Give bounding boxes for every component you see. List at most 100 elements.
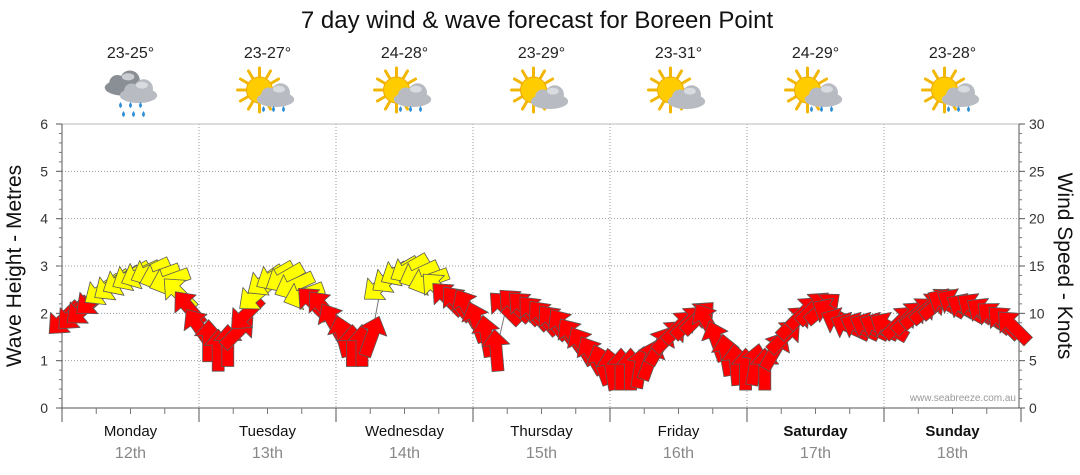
rain-drop [272, 106, 275, 112]
sun-ray [786, 95, 797, 103]
date-label: 12th [115, 445, 146, 462]
sun-ray [676, 69, 683, 80]
sun-ray [375, 77, 386, 85]
right-tick-label: 10 [1029, 305, 1045, 321]
sun-ray [932, 100, 939, 111]
cloud-highlight [409, 85, 422, 93]
sun-ray [932, 69, 939, 80]
day-label: Wednesday [365, 423, 444, 440]
credit-text: www.seabreeze.com.au [909, 393, 1016, 404]
cloud-highlight [272, 85, 285, 93]
rain-drop [409, 106, 412, 112]
rain-drop [282, 106, 285, 112]
rain-drop [399, 106, 402, 112]
rain-drop [119, 102, 122, 108]
day-axis: Monday 12th Tuesday 13th Wednesday 14th Thursd… [61, 407, 1022, 462]
chart-title: 7 day wind & wave forecast for Boreen Po… [301, 7, 774, 34]
sun-ray [247, 69, 254, 80]
temperature-label: 24-28° [381, 45, 428, 62]
date-label: 16th [663, 445, 694, 462]
day-label: Thursday [510, 423, 573, 440]
left-tick-label: 3 [40, 258, 48, 274]
rain-drop [830, 106, 833, 112]
sun-ray [955, 77, 966, 85]
sun-ray [512, 95, 523, 103]
sun-ray [384, 100, 391, 111]
wave-height-axis: 0 1 2 3 4 5 6 [40, 116, 63, 416]
wind-arrows [48, 252, 1033, 392]
sun-cloud-icon [647, 66, 706, 114]
sun-ray [402, 69, 409, 80]
wind-arrow [231, 294, 266, 330]
left-tick-label: 5 [40, 163, 48, 179]
cloud-highlight [957, 85, 970, 93]
day-label: Sunday [925, 423, 980, 440]
sun-cloud-rain-icon [921, 66, 980, 114]
sun-ray [544, 77, 555, 85]
rain-drop [262, 106, 265, 112]
temperature-label: 23-28° [929, 45, 976, 62]
sun-ray [795, 100, 802, 111]
sun-cloud-rain-icon [784, 66, 843, 114]
temperature-label: 23-31° [655, 45, 702, 62]
sun-ray [950, 69, 957, 80]
rain-drop [967, 106, 970, 112]
sun-ray [818, 77, 829, 85]
rain-drop [947, 106, 950, 112]
cloud-highlight [683, 87, 696, 95]
rain-drop [122, 111, 125, 117]
sun-ray [521, 100, 528, 111]
chart-grid [61, 123, 1020, 409]
sun-ray [658, 69, 665, 80]
sun-ray [658, 100, 665, 111]
left-tick-label: 0 [40, 400, 48, 416]
sun-ray [407, 77, 418, 85]
temperature-label: 24-29° [792, 45, 839, 62]
right-tick-label: 20 [1029, 211, 1045, 227]
rain-drop [139, 102, 142, 108]
sun-ray [649, 77, 660, 85]
sun-ray [270, 77, 281, 85]
cloud-highlight [820, 85, 833, 93]
sun-cloud-icon [510, 66, 569, 114]
sun-ray [247, 100, 254, 111]
date-label: 18th [937, 445, 968, 462]
date-label: 14th [389, 445, 420, 462]
sun-ray [923, 77, 934, 85]
left-tick-label: 6 [40, 116, 48, 132]
sun-ray [813, 69, 820, 80]
sun-ray [795, 69, 802, 80]
right-tick-label: 5 [1029, 353, 1037, 369]
temperature-label: 23-27° [244, 45, 291, 62]
rain-drop [810, 106, 813, 112]
day-label: Tuesday [239, 423, 296, 440]
wind-arrow [481, 328, 511, 373]
date-label: 13th [252, 445, 283, 462]
rain-drop [142, 111, 145, 117]
left-tick-label: 4 [40, 211, 48, 227]
day-label: Friday [658, 423, 700, 440]
wind-arrow [998, 311, 1033, 347]
weather-row: 23-25° 23-27° 24-28° 23-29° 23-31° 24-29° 23-2… [104, 45, 980, 117]
wind-arrow [358, 315, 388, 359]
cloud-highlight [135, 81, 148, 89]
sun-ray [512, 77, 523, 85]
right-tick-label: 0 [1029, 400, 1037, 416]
rain-drop [957, 106, 960, 112]
rain-drop [820, 106, 823, 112]
sun-cloud-rain-icon [373, 66, 432, 114]
date-label: 17th [800, 445, 831, 462]
sun-ray [265, 69, 272, 80]
sun-ray [539, 69, 546, 80]
rain-cloud-icon [104, 70, 158, 117]
sun-ray [786, 77, 797, 85]
right-axis-title: Wind Speed - Knots [1053, 173, 1076, 360]
sun-cloud-rain-icon [236, 66, 295, 114]
sun-ray [649, 95, 660, 103]
cloud-highlight [121, 73, 135, 81]
rain-drop [132, 111, 135, 117]
left-axis-title: Wave Height - Metres [3, 165, 26, 367]
sun-ray [375, 95, 386, 103]
day-label: Monday [104, 423, 158, 440]
